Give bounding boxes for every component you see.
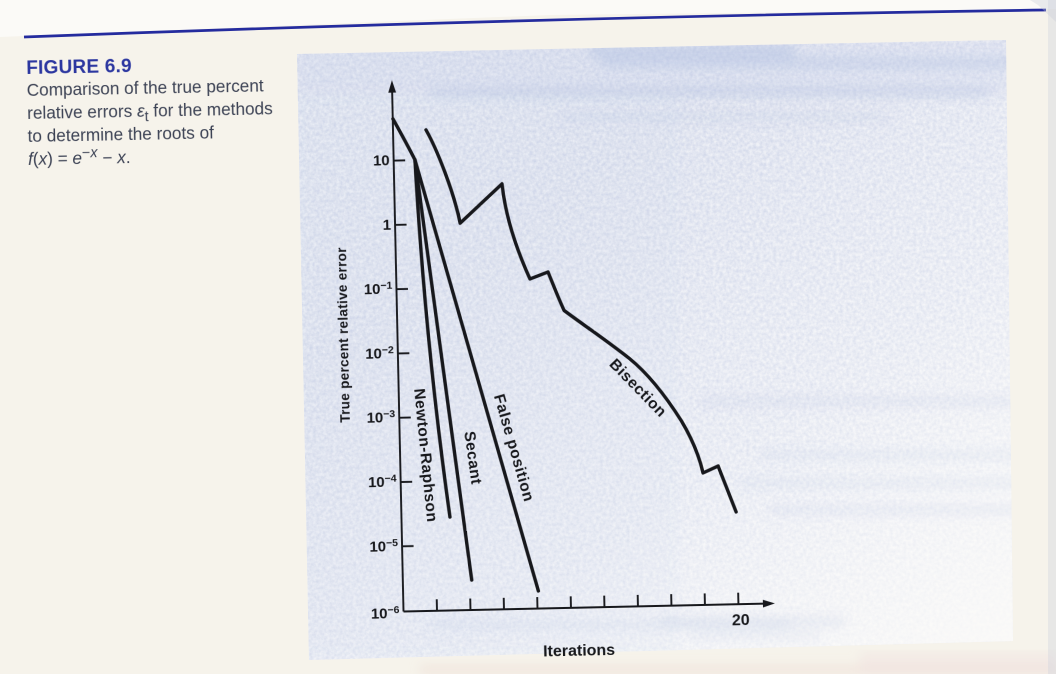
svg-text:1: 1 [383,216,392,233]
svg-text:Iterations: Iterations [543,642,615,661]
svg-text:10: 10 [373,152,390,169]
svg-text:20: 20 [732,612,750,629]
svg-text:True percent relative error: True percent relative error [334,247,353,423]
